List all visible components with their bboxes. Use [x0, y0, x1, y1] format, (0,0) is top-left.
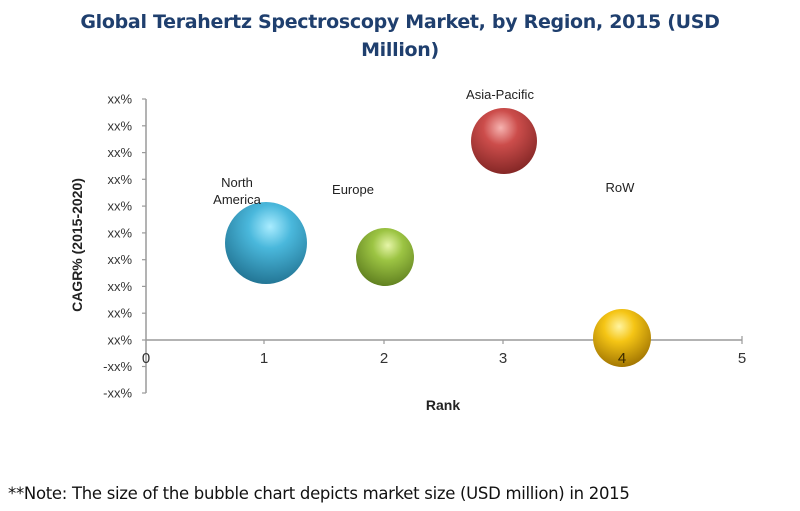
y-tick-label: xx% — [107, 199, 132, 214]
x-axis-title: Rank — [426, 397, 460, 413]
y-axis-title: CAGR% (2015-2020) — [69, 178, 85, 312]
x-tick-label: 5 — [738, 350, 746, 367]
y-tick-label: xx% — [107, 118, 132, 133]
x-axis: 0 1 2 3 5 — [142, 336, 746, 367]
x-tick-label: 0 — [142, 350, 150, 367]
chart-note: **Note: The size of the bubble chart dep… — [8, 484, 630, 503]
bubble-label: North — [221, 175, 253, 190]
y-tick-label: xx% — [107, 306, 132, 321]
bubble-label: RoW — [606, 180, 636, 195]
x-tick-label: 4 — [618, 350, 626, 367]
x-tick-label: 2 — [380, 350, 388, 367]
x-tick-label: 1 — [260, 350, 268, 367]
bubble-asia-pacific: Asia-Pacific — [466, 87, 537, 174]
bubble-label: Europe — [332, 182, 374, 197]
y-tick-label: xx% — [107, 145, 132, 160]
chart-title-line2: Million) — [361, 39, 439, 61]
bubble-label: Asia-Pacific — [466, 87, 534, 102]
y-tick-label: -xx% — [103, 386, 132, 401]
chart-title-line1: Global Terahertz Spectroscopy Market, by… — [80, 11, 720, 33]
x-tick-label: 3 — [499, 350, 507, 367]
bubble-europe: Europe — [332, 182, 414, 286]
chart-title: Global Terahertz Spectroscopy Market, by… — [0, 8, 800, 64]
y-tick-label: xx% — [107, 92, 132, 107]
y-ticks — [142, 98, 146, 394]
y-tick-label: xx% — [107, 252, 132, 267]
bubble-label: America — [213, 192, 261, 207]
y-tick-label: xx% — [107, 279, 132, 294]
y-tick-label: xx% — [107, 225, 132, 240]
y-tick-label: xx% — [107, 333, 132, 348]
y-tick-label: xx% — [107, 172, 132, 187]
y-axis: xx% xx% xx% xx% xx% xx% xx% xx% xx% xx% … — [103, 92, 147, 401]
bubble-row: 4 RoW — [593, 180, 651, 367]
y-tick-label: -xx% — [103, 359, 132, 374]
bubble-north-america: North America — [213, 175, 307, 284]
